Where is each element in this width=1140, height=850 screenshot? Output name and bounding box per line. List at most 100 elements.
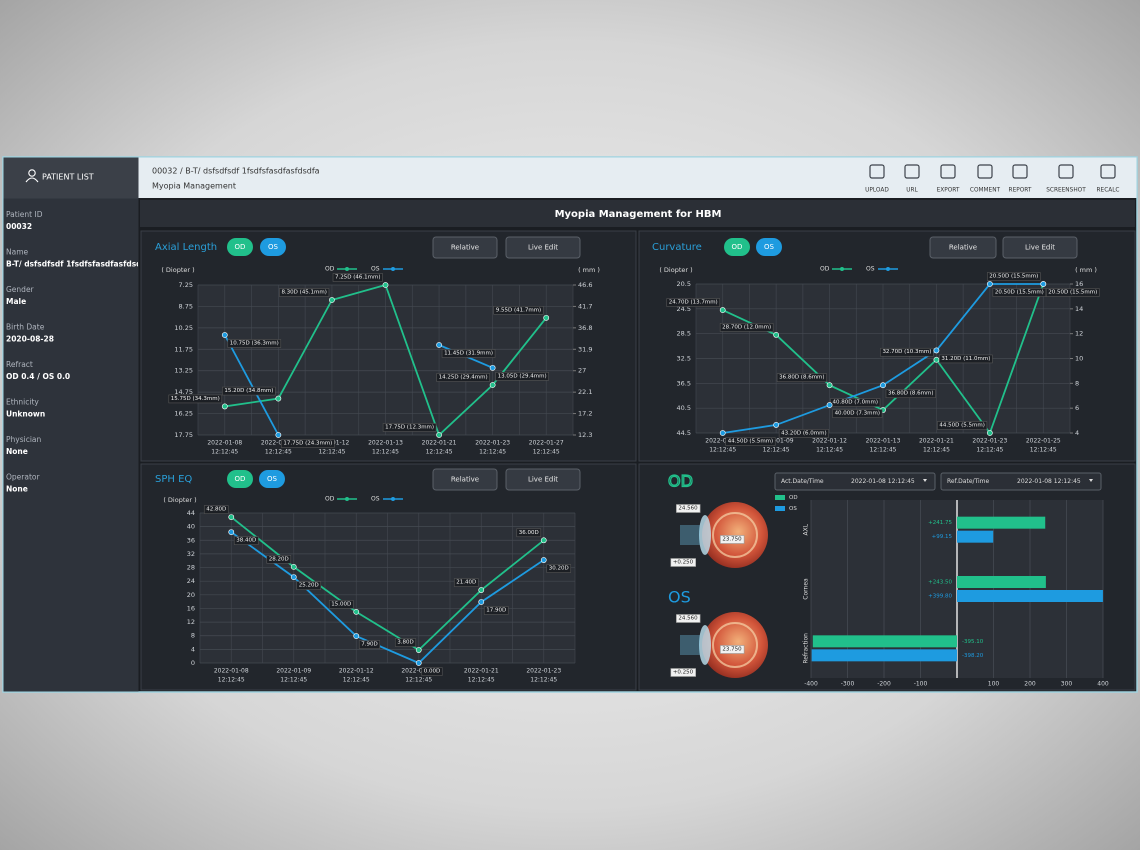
y-tick-label: 0 bbox=[191, 659, 195, 667]
toggle-button[interactable] bbox=[227, 238, 253, 256]
eye-illustration bbox=[680, 612, 768, 678]
toolbar-icon[interactable] bbox=[1100, 164, 1116, 179]
y2-tick-label: 8 bbox=[1075, 379, 1079, 387]
dropdown-value[interactable]: 2022-01-08 12:12:45 bbox=[851, 478, 915, 485]
y-axis-title: ( Diopter ) bbox=[163, 496, 196, 504]
legend-label: OD bbox=[325, 496, 335, 503]
toggle-label[interactable]: OD bbox=[235, 243, 246, 251]
x-tick-label: 2022-01-23 bbox=[475, 440, 510, 447]
data-label: 36.80D (8.6mm) bbox=[888, 391, 933, 397]
patient-list-button[interactable] bbox=[3, 157, 139, 199]
dropdown-label[interactable]: Act.Date/Time bbox=[781, 478, 824, 485]
y-tick-label: 24 bbox=[187, 577, 195, 585]
x-tick-label: 12:12:45 bbox=[211, 449, 238, 456]
action-button[interactable] bbox=[929, 236, 997, 259]
data-point bbox=[478, 587, 485, 593]
toolbar-icon[interactable] bbox=[940, 164, 956, 179]
data-label-box bbox=[483, 606, 509, 615]
action-label[interactable]: Live Edit bbox=[528, 476, 558, 484]
action-label[interactable]: Relative bbox=[451, 476, 479, 484]
toggle-button[interactable] bbox=[260, 238, 286, 256]
eye-tag-box bbox=[670, 558, 696, 567]
data-label-box bbox=[495, 372, 549, 381]
data-label: 17.75D (12.3mm) bbox=[385, 425, 434, 431]
legend-label: OD bbox=[325, 266, 335, 273]
toolbar-label[interactable]: RECALC bbox=[1097, 188, 1120, 194]
eye-label: OS bbox=[668, 588, 691, 607]
toggle-label[interactable]: OD bbox=[235, 475, 246, 483]
patient-list-label[interactable]: PATIENT LIST bbox=[42, 173, 94, 182]
data-label: 28.20D bbox=[269, 556, 289, 562]
dropdown[interactable] bbox=[774, 472, 936, 491]
dropdown-arrow bbox=[923, 479, 927, 482]
panel-title: SPH EQ bbox=[155, 474, 192, 485]
legend-swatch bbox=[886, 267, 890, 271]
toolbar-label[interactable]: REPORT bbox=[1009, 188, 1032, 194]
action-button[interactable] bbox=[432, 468, 498, 491]
toolbar-label[interactable]: URL bbox=[906, 188, 918, 194]
legend-swatch bbox=[775, 495, 785, 500]
toolbar-label[interactable]: COMMENT bbox=[970, 188, 1001, 194]
y-tick-label: 13.25 bbox=[174, 367, 193, 375]
toggle-button[interactable] bbox=[756, 238, 782, 256]
y2-tick-label: 6 bbox=[1075, 404, 1079, 412]
category-label: AXL bbox=[803, 523, 810, 535]
toolbar-icon[interactable] bbox=[904, 164, 920, 179]
toggle-label[interactable]: OS bbox=[268, 243, 279, 251]
field-value: None bbox=[6, 485, 28, 494]
dropdown[interactable] bbox=[940, 472, 1102, 491]
data-point bbox=[489, 382, 496, 388]
breadcrumb: 00032 / B-T/ dsfsdfsdf 1fsdfsfasdfasfdsd… bbox=[152, 167, 320, 176]
action-label[interactable]: Live Edit bbox=[528, 244, 558, 252]
y-tick-label: 32.5 bbox=[677, 355, 691, 363]
field-value: None bbox=[6, 447, 28, 456]
data-label: 30.20D bbox=[549, 566, 569, 572]
field-label: Operator bbox=[6, 473, 40, 482]
data-point bbox=[773, 422, 780, 428]
toolbar-label[interactable]: UPLOAD bbox=[865, 188, 889, 194]
x-tick-label: 12:12:45 bbox=[426, 449, 453, 456]
field-value: Unknown bbox=[6, 410, 45, 419]
x-tick-label: 12:12:45 bbox=[343, 677, 370, 684]
toggle-label[interactable]: OS bbox=[764, 243, 775, 251]
x-tick-label: 12:12:45 bbox=[372, 449, 399, 456]
toolbar-icon[interactable] bbox=[977, 164, 993, 179]
x-tick-label: 2022-01-12 bbox=[812, 438, 847, 445]
bar bbox=[957, 516, 1046, 529]
action-label[interactable]: Relative bbox=[451, 244, 479, 252]
data-point bbox=[880, 382, 886, 389]
action-button[interactable] bbox=[505, 236, 581, 259]
action-button[interactable] bbox=[1002, 236, 1078, 259]
field-label: Patient ID bbox=[6, 210, 43, 219]
data-label: 17.90D bbox=[486, 607, 506, 613]
data-label-box bbox=[441, 349, 496, 358]
toggle-button[interactable] bbox=[259, 470, 285, 488]
action-button[interactable] bbox=[505, 468, 581, 491]
dropdown-label[interactable]: Ref.Date/Time bbox=[947, 478, 990, 485]
data-label-box bbox=[1045, 288, 1100, 297]
toolbar-label[interactable]: SCREENSHOT bbox=[1046, 188, 1086, 194]
toggle-label[interactable]: OS bbox=[267, 475, 278, 483]
bar bbox=[957, 530, 994, 543]
toolbar-icon[interactable] bbox=[869, 164, 885, 179]
data-label: 43.20D (6.0mm) bbox=[781, 430, 826, 436]
data-label: 20.50D (15.5mm) bbox=[1048, 290, 1097, 296]
toggle-button[interactable] bbox=[724, 238, 750, 256]
data-label-box bbox=[421, 667, 443, 676]
y2-tick-label: 14 bbox=[1075, 305, 1083, 313]
data-label-box bbox=[328, 600, 354, 609]
action-label[interactable]: Relative bbox=[949, 244, 977, 252]
action-label[interactable]: Live Edit bbox=[1025, 244, 1055, 252]
data-point bbox=[415, 647, 422, 653]
toolbar-icon[interactable] bbox=[1012, 164, 1028, 179]
toggle-label[interactable]: OD bbox=[732, 243, 743, 251]
y2-tick-label: 12 bbox=[1075, 330, 1083, 338]
toolbar-icon[interactable] bbox=[1058, 164, 1074, 179]
dropdown-value[interactable]: 2022-01-08 12:12:45 bbox=[1017, 478, 1081, 485]
data-point bbox=[986, 281, 993, 287]
action-button[interactable] bbox=[432, 236, 498, 259]
field-label: Birth Date bbox=[6, 323, 45, 332]
toggle-button[interactable] bbox=[227, 470, 253, 488]
toolbar-label[interactable]: EXPORT bbox=[937, 188, 960, 194]
y2-tick-label: 41.7 bbox=[578, 302, 592, 310]
